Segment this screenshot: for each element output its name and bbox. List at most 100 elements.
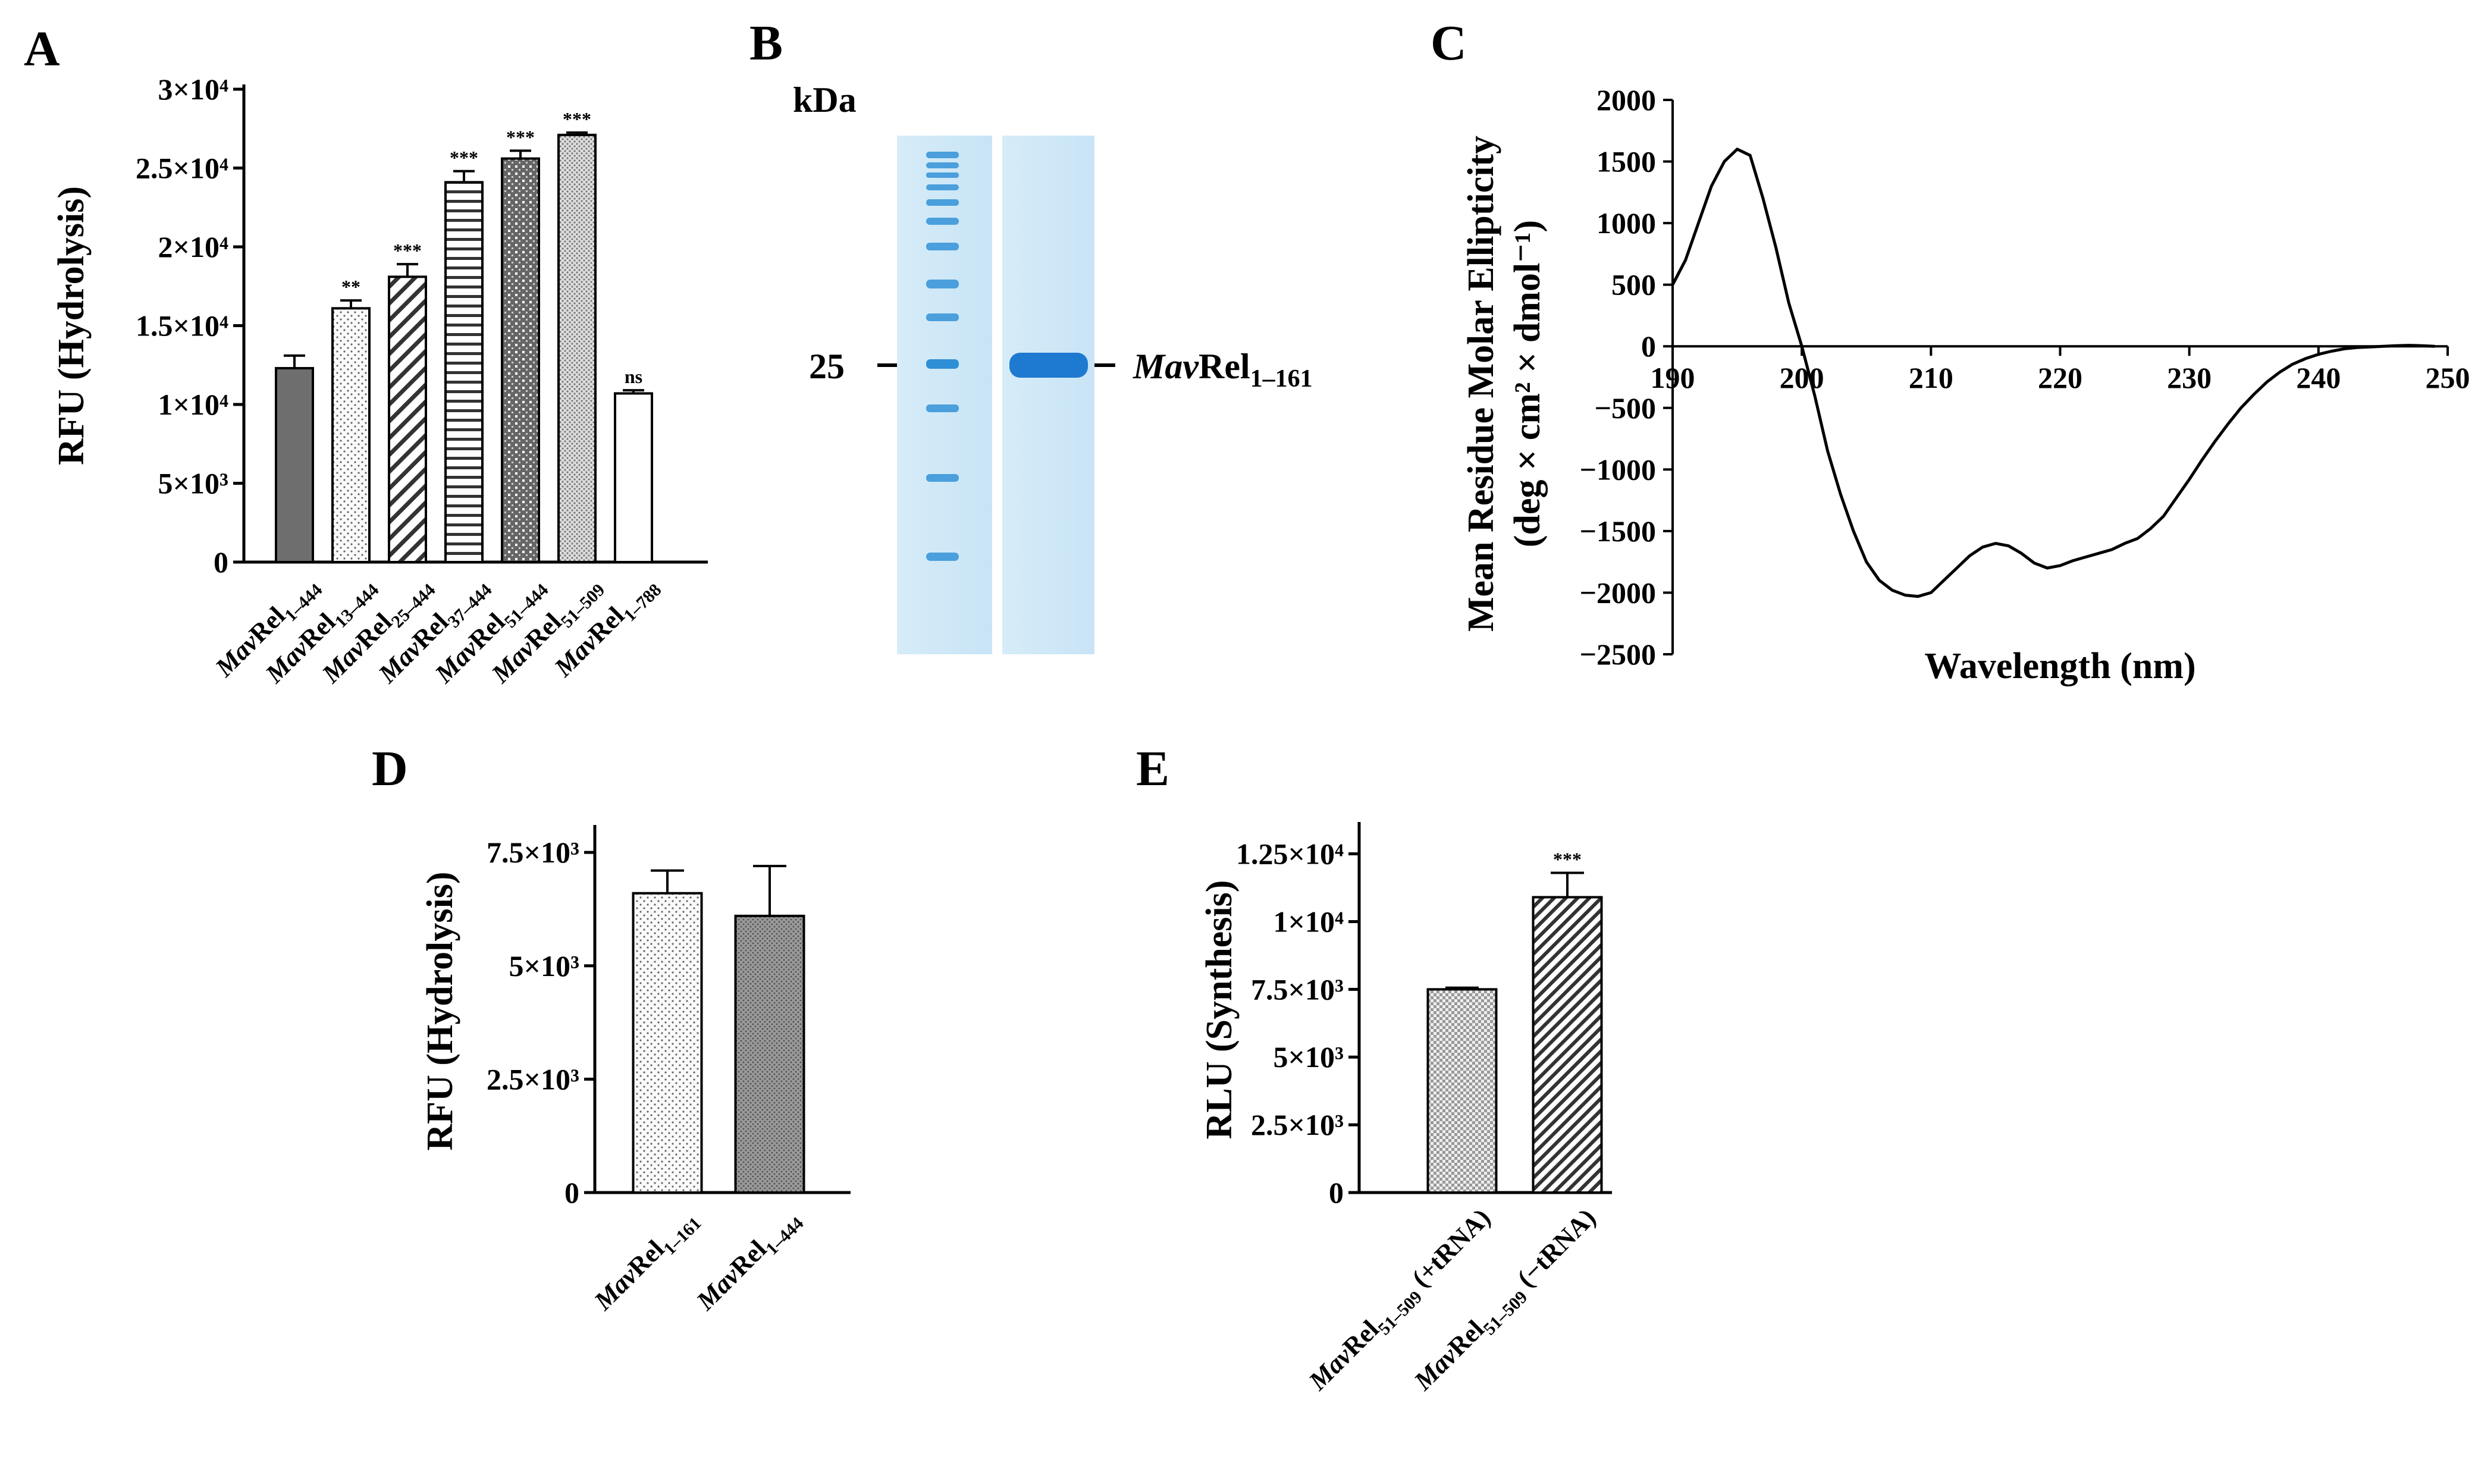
band-label-main: Rel (1199, 347, 1250, 386)
y-tick-label: 1×10⁴ (1273, 905, 1344, 938)
ladder-band (926, 199, 959, 206)
gel-image: kDa 25 MavRel1–161 (793, 80, 1313, 654)
y-tick-label: 0 (1641, 330, 1656, 363)
y-tick-label: 500 (1611, 268, 1656, 302)
y-tick-label: 1.25×10⁴ (1236, 837, 1344, 871)
y-tick-label: 2×10⁴ (158, 230, 228, 263)
significance-label: *** (450, 147, 478, 168)
bar (1532, 896, 1603, 1194)
band-label-sub: 1–161 (1250, 365, 1313, 393)
x-category-label: MavRel51–509 (+tRNA) (1303, 1203, 1500, 1400)
ladder-band (926, 184, 959, 190)
band-label-prefix: Mav (1133, 347, 1199, 386)
ladder-band (926, 474, 959, 482)
y-tick-label: 3×10⁴ (158, 73, 228, 106)
significance-label: *** (563, 108, 591, 130)
x-tick-label: 250 (2426, 361, 2470, 394)
bar (388, 275, 427, 563)
y-axis-label-line1: Mean Residue Molar Ellipticity (1461, 136, 1501, 632)
chart-d: 0 2.5×10³ 5×10³ 7.5×10³ RFU (Hydrolysis) MavR… (420, 825, 851, 1320)
gel-lane-sample-bg (1002, 136, 1094, 654)
ladder-band (926, 218, 959, 225)
panel-letter-a: A (24, 21, 60, 77)
cat-label-suffix: (−tRNA) (1507, 1203, 1601, 1297)
y-tick-label: 5×10³ (158, 467, 228, 500)
y-tick-label: 0 (1329, 1176, 1344, 1209)
gel-band-label: MavRel1–161 (1133, 347, 1313, 393)
series-line (1671, 148, 2435, 598)
panel-letter-b: B (749, 15, 783, 71)
gel-marker-label: 25 (809, 347, 845, 386)
cat-label-sub: 1–788 (620, 580, 665, 625)
ladder-band (926, 553, 959, 561)
x-tick-label: 240 (2296, 361, 2341, 394)
significance-label: ns (625, 366, 642, 387)
y-tick-label: −2000 (1580, 576, 1657, 609)
y-axis-label: RFU (Hydrolysis) (420, 871, 460, 1150)
y-tick-label: 1000 (1596, 206, 1656, 240)
x-category-label: MavRel1–161 (588, 1203, 705, 1320)
x-tick-label: 190 (1651, 361, 1695, 394)
y-tick-label: 2.5×10³ (1251, 1108, 1344, 1141)
x-category-label: MavRel1–444 (691, 1203, 808, 1320)
x-tick-label: 220 (2038, 361, 2082, 394)
chart-a: 0 5×10³ 1×10⁴ 1.5×10⁴ 2×10⁴ 2.5×10⁴ 3×10⁴ RFU (… (51, 73, 708, 689)
chart-c: 2000 1500 1000 500 0 −500 −1000 −1500 −2000 −2500… (1461, 83, 2470, 686)
x-axis-label: Wavelength (nm) (1924, 646, 2195, 686)
chart-e: 0 2.5×10³ 5×10³ 7.5×10³ 1×10⁴ 1.25×10⁴ RLU (Sy… (1199, 822, 1612, 1400)
bar (275, 367, 314, 563)
bar (614, 392, 653, 563)
ladder-band (926, 172, 959, 178)
bar (444, 181, 484, 564)
y-axis-label: RLU (Synthesis) (1199, 880, 1240, 1140)
ladder-band (926, 404, 959, 412)
ladder-band (926, 152, 959, 158)
significance-label: *** (1553, 848, 1582, 870)
gel-lane-marker-bg (897, 136, 992, 654)
bar (734, 914, 805, 1194)
gel-unit-label: kDa (793, 80, 857, 120)
y-tick-label: 2000 (1596, 83, 1656, 117)
y-tick-label: −1500 (1580, 514, 1657, 548)
significance-label: *** (393, 240, 422, 261)
ladder-band (926, 280, 959, 288)
panel-letter-c: C (1431, 15, 1467, 71)
y-tick-label: 1500 (1596, 145, 1656, 178)
y-tick-label: 7.5×10³ (1251, 972, 1344, 1006)
panel-letter-d: D (372, 741, 408, 796)
x-tick-label: 210 (1909, 361, 1953, 394)
cat-label-sub: 51–509 (1479, 1287, 1531, 1339)
x-category-label: MavRel51–509 (−tRNA) (1408, 1203, 1605, 1400)
y-axis-label-line2: (deg × cm² × dmol⁻¹) (1507, 220, 1548, 547)
ladder-band (926, 162, 959, 168)
y-tick-label: 2.5×10³ (487, 1062, 579, 1096)
cat-label-sub: 1–444 (762, 1213, 807, 1259)
panel-letter-e: E (1136, 741, 1169, 796)
y-tick-label: 5×10³ (1273, 1040, 1344, 1074)
y-tick-label: −500 (1595, 391, 1657, 425)
y-tick-label: 1.5×10⁴ (136, 309, 228, 343)
bar (632, 892, 703, 1194)
cat-label-suffix: (+tRNA) (1401, 1203, 1496, 1297)
gel-protein-band (1009, 353, 1088, 378)
x-tick-label: 200 (1780, 361, 1824, 394)
gel-ladder (926, 152, 959, 561)
y-tick-label: 0 (564, 1176, 579, 1209)
bar (557, 133, 597, 564)
ladder-band (926, 313, 959, 321)
y-tick-label: 1×10⁴ (158, 388, 228, 421)
cat-label-sub: 51–509 (1374, 1287, 1426, 1339)
y-tick-label: 5×10³ (509, 949, 579, 983)
x-tick-label: 230 (2167, 361, 2212, 394)
y-axis-label: RFU (Hydrolysis) (51, 186, 92, 465)
bar (1426, 988, 1498, 1194)
bar (501, 157, 540, 564)
bar (331, 307, 371, 563)
ladder-band (926, 243, 959, 250)
y-tick-label: −2500 (1580, 638, 1657, 671)
significance-label: *** (506, 126, 535, 148)
y-tick-label: −1000 (1580, 453, 1657, 486)
cat-label-sub: 1–161 (660, 1213, 705, 1259)
significance-label: ** (341, 276, 360, 297)
